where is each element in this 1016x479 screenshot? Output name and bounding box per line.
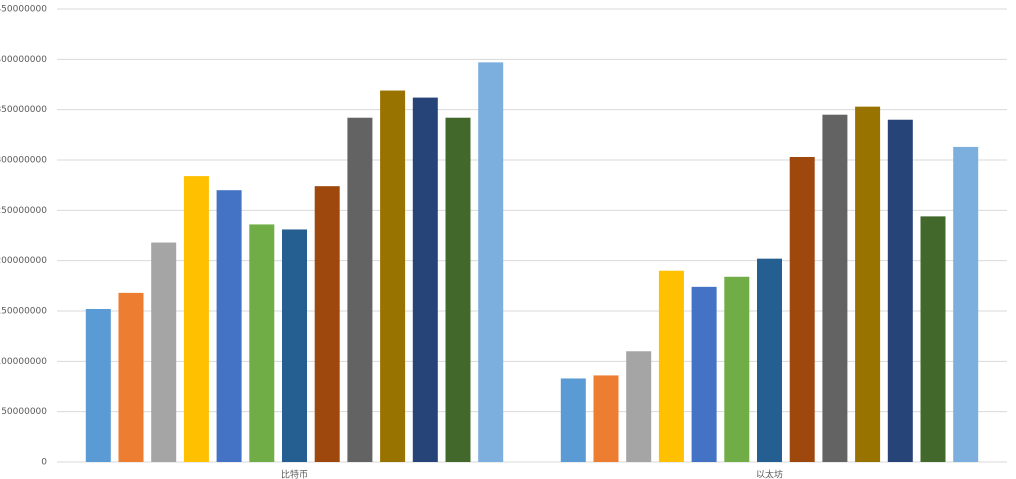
y-tick-label: 100000000 [0, 357, 47, 367]
bar [724, 276, 750, 462]
bar [953, 146, 979, 462]
bar [412, 97, 438, 462]
bar [920, 216, 946, 462]
x-tick-label: 比特币 [281, 469, 308, 479]
bar [282, 229, 307, 462]
y-tick-label: 200000000 [0, 256, 47, 266]
y-tick-label: 250000000 [0, 206, 47, 216]
y-tick-label: 350000000 [0, 105, 47, 115]
bar [478, 62, 504, 462]
bar [822, 114, 848, 462]
bar [85, 308, 111, 462]
y-tick-label: 300000000 [0, 156, 47, 166]
bar [347, 117, 373, 462]
bar [887, 119, 913, 462]
y-tick-label: 400000000 [0, 55, 47, 65]
bar [183, 176, 209, 462]
bar [314, 186, 340, 462]
bar [380, 90, 406, 462]
bar [118, 292, 144, 462]
bar [626, 351, 652, 462]
bar [855, 106, 881, 462]
bar [691, 286, 717, 462]
bar [560, 378, 586, 462]
bar [445, 117, 471, 462]
y-tick-label: 450000000 [0, 5, 47, 15]
y-tick-label: 0 [41, 458, 47, 468]
bar [593, 375, 619, 462]
bar [789, 156, 815, 463]
y-tick-label: 50000000 [1, 407, 47, 417]
bar [151, 242, 177, 462]
bar [658, 270, 684, 462]
bar [249, 224, 275, 462]
y-tick-label: 150000000 [0, 307, 47, 317]
bar [216, 190, 242, 462]
bar [757, 258, 782, 462]
x-tick-label: 以太坊 [756, 469, 783, 479]
